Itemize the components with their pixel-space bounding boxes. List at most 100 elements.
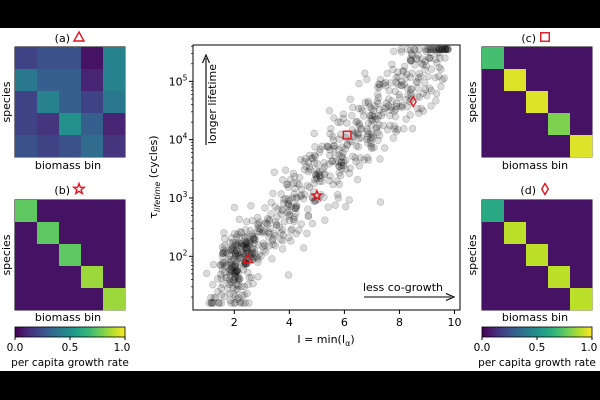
scatter-point — [353, 175, 362, 184]
scatter-point — [387, 106, 395, 114]
scatter-point — [414, 84, 422, 92]
panel-d-cell-r0-c2 — [526, 200, 549, 223]
scatter-point — [292, 202, 300, 210]
scatter-point — [354, 143, 363, 151]
scatter-point — [217, 299, 226, 307]
scatter-point — [334, 194, 342, 202]
highlighted-markers — [242, 95, 417, 264]
panel-b-cell-r4-c2 — [59, 288, 82, 311]
scatter-point — [265, 217, 274, 225]
panel-c-cell-r0-c3 — [548, 47, 571, 70]
scatter-point — [357, 124, 365, 132]
heatmap-panel-a: (a) biomass bin species — [0, 30, 126, 172]
scatter-point — [274, 205, 282, 213]
scatter-point — [427, 102, 435, 110]
scatter-point — [402, 74, 410, 82]
scatter-point — [218, 266, 227, 274]
scatter-point — [284, 200, 293, 209]
scatter-point — [263, 220, 272, 228]
panel-d-cell-r2-c2 — [526, 244, 549, 267]
panel-a-ylabel: species — [0, 81, 13, 122]
scatter-point — [435, 49, 444, 57]
scatter-point — [364, 139, 372, 147]
scatter-point — [285, 207, 294, 215]
scatter-point — [419, 107, 428, 115]
scatter-points — [203, 45, 452, 307]
scatter-point — [410, 45, 419, 53]
scatter-point — [412, 54, 420, 62]
scatter-point — [393, 99, 401, 108]
panel-d-cell-r0-c1 — [504, 200, 527, 223]
scatter-point — [236, 299, 244, 307]
scatter-point — [268, 255, 276, 263]
scatter-point — [367, 129, 376, 138]
scatter-point — [320, 162, 329, 171]
scatter-point — [399, 67, 408, 76]
scatter-point — [230, 254, 238, 262]
scatter-point — [231, 272, 239, 280]
scatter-point — [425, 84, 434, 92]
panel-c-cell-r0-c1 — [504, 47, 527, 70]
scatter-point — [310, 159, 319, 167]
scatter-point — [374, 112, 383, 120]
scatter-point — [437, 45, 446, 53]
panel-a-cell-r2-c1 — [37, 91, 60, 114]
scatter-point — [419, 89, 428, 97]
scatter-point — [311, 171, 320, 179]
scatter-point — [357, 105, 366, 113]
scatter-point — [240, 243, 248, 251]
scatter-point — [343, 140, 352, 148]
scatter-point — [243, 239, 251, 248]
panel-d-cell-r1-c4 — [570, 222, 593, 245]
scatter-point — [390, 107, 398, 115]
scatter-point — [262, 219, 270, 227]
scatter-point — [392, 78, 400, 87]
scatter-point — [295, 180, 304, 189]
scatter-point — [300, 166, 309, 174]
scatter-point — [367, 121, 376, 129]
scatter-point — [230, 276, 238, 284]
scatter-point — [224, 255, 233, 263]
scatter-point — [229, 238, 237, 247]
scatter-point — [363, 127, 372, 135]
scatter-point — [238, 240, 246, 248]
scatter-point — [426, 54, 435, 63]
scatter-point — [235, 234, 243, 242]
scatter-point — [261, 204, 269, 212]
scatter-point — [363, 135, 371, 144]
scatter-point — [258, 229, 266, 237]
scatter-point — [349, 103, 357, 112]
scatter-point — [312, 173, 320, 181]
panel-b-cell-r0-c2 — [59, 200, 82, 223]
scatter-point — [293, 201, 301, 210]
scatter-point — [345, 169, 354, 178]
scatter-point — [271, 203, 279, 211]
scatter-point — [386, 111, 394, 120]
scatter-point — [297, 220, 306, 228]
scatter-point — [250, 235, 258, 243]
scatter-point — [231, 252, 239, 260]
scatter-point — [390, 47, 398, 56]
scatter-point — [227, 234, 236, 242]
scatter-point — [337, 161, 346, 170]
panel-d-cell-r3-c3 — [548, 266, 571, 289]
scatter-point — [331, 158, 340, 166]
scatter-point — [316, 177, 324, 185]
scatter-point — [437, 65, 445, 74]
scatter-point — [325, 176, 333, 185]
panel-c-cell-r4-c0 — [482, 135, 505, 158]
scatter-point — [233, 295, 242, 303]
scatter-point — [242, 240, 250, 249]
panel-a-cell-r0-c2 — [59, 47, 82, 70]
scatter-point — [252, 253, 261, 261]
scatter-point — [335, 162, 343, 171]
scatter-point — [441, 54, 449, 62]
panel-c-cell-r1-c0 — [482, 69, 505, 92]
scatter-point — [247, 202, 255, 210]
scatter-point — [355, 162, 364, 170]
scatter-point — [333, 177, 341, 185]
panel-c-cell-r3-c2 — [526, 113, 549, 136]
scatter-point — [227, 256, 236, 264]
scatter-point — [272, 221, 281, 230]
panel-c-cell-r2-c0 — [482, 91, 505, 114]
